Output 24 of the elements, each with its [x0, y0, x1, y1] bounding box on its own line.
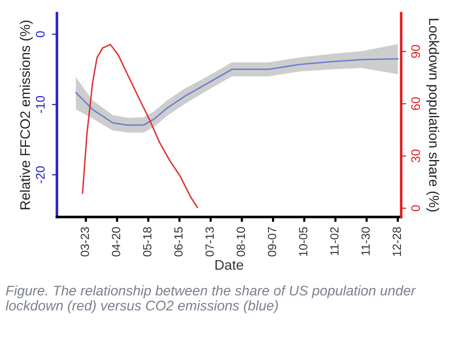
x-tick-label: 05-18 [143, 227, 152, 256]
x-tick-label: 10-05 [299, 227, 308, 256]
line-series [82, 44, 198, 208]
x-tick-label: 08-10 [236, 227, 246, 256]
x-tick-label: 07-13 [205, 227, 214, 256]
x-tick-label: 09-07 [268, 227, 276, 256]
y2-axis-title: Lockdown population share (%) [426, 18, 440, 212]
x-tick-label: 11-02 [330, 227, 339, 256]
text: Figure. The relationship between the share of US population under lockdown (red) versus CO2 emissions (blue) [6, 285, 416, 314]
y-tick-label: 0 [36, 31, 45, 38]
y-tick-label: -20 [36, 166, 45, 184]
y-tick-label: -10 [36, 96, 45, 113]
y2-tick-label: 0 [411, 205, 420, 212]
y-axis-title: Relative FFCO2 emissions (%) [20, 20, 33, 210]
x-axis-title: Date [216, 260, 244, 270]
x-tick-label: 04-20 [112, 227, 120, 256]
x-tick-label: 12-28 [392, 227, 401, 256]
y2-tick-label: 90 [411, 45, 420, 58]
x-tick-label: 06-15 [174, 227, 183, 256]
y2-tick-label: 30 [411, 150, 420, 162]
x-tick-label: 11-30 [361, 227, 370, 256]
x-tick-label: 03-23 [80, 227, 90, 256]
line-series [75, 58, 399, 126]
y2-tick-label: 60 [411, 97, 420, 110]
